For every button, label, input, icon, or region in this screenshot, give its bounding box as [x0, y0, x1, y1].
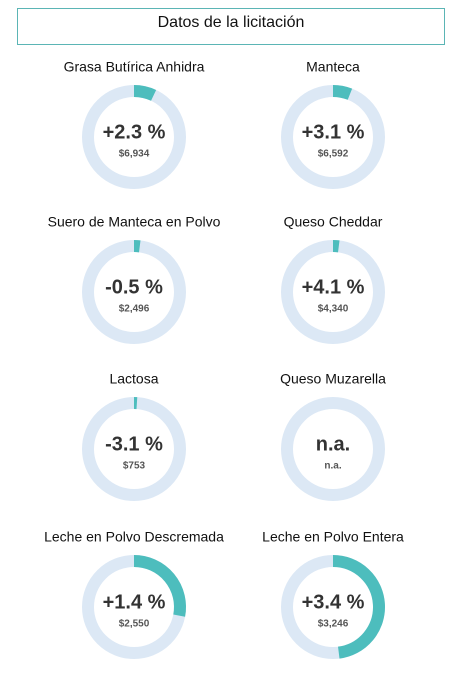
item-name: Queso Cheddar [284, 214, 383, 230]
gauge-arc [133, 555, 186, 617]
gauge-track [281, 397, 385, 501]
change-label: n.a. [316, 433, 350, 455]
item-name: Leche en Polvo Descremada [44, 529, 224, 545]
price-label: $6,934 [119, 149, 150, 160]
item-name: Suero de Manteca en Polvo [48, 214, 221, 230]
item-name: Grasa Butírica Anhidra [64, 59, 205, 75]
change-label: +4.1 % [302, 276, 365, 298]
change-label: +3.1 % [302, 121, 365, 143]
change-label: +1.4 % [103, 591, 166, 613]
change-label: +3.4 % [302, 591, 365, 613]
gauge-arc [133, 85, 157, 101]
price-label: $753 [123, 461, 146, 472]
header-title: Datos de la licitación [158, 14, 305, 31]
price-label: $4,340 [318, 304, 349, 315]
item-name: Lactosa [109, 371, 158, 387]
header-box [17, 8, 445, 45]
price-label: n.a. [324, 461, 341, 472]
item-name: Queso Muzarella [280, 371, 386, 387]
change-label: -0.5 % [105, 276, 163, 298]
change-label: -3.1 % [105, 433, 163, 455]
gauge-arc [332, 555, 385, 659]
price-label: $2,550 [119, 619, 150, 630]
price-label: $2,496 [119, 304, 150, 315]
item-name: Manteca [306, 59, 360, 75]
price-label: $3,246 [318, 619, 349, 630]
gauge-arc [332, 85, 353, 100]
change-label: +2.3 % [103, 121, 166, 143]
price-label: $6,592 [318, 149, 349, 160]
item-name: Leche en Polvo Entera [262, 529, 404, 545]
